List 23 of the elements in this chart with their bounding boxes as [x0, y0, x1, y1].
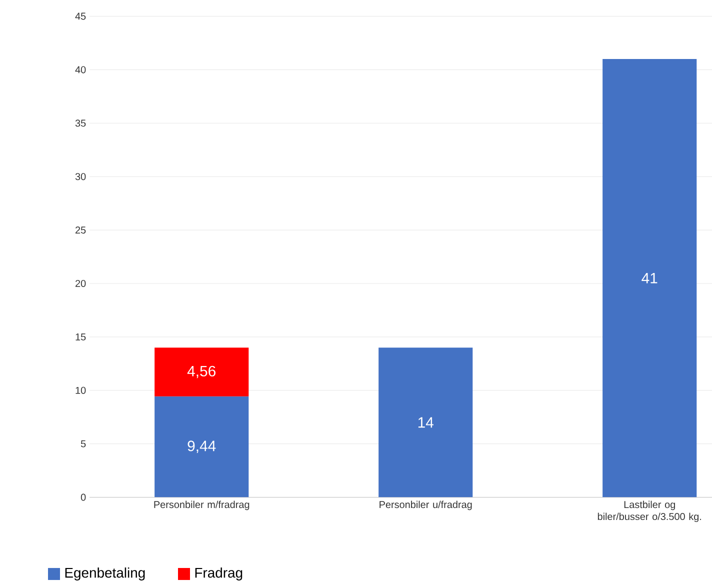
y-tick-label: 5 [80, 440, 86, 448]
y-tick-label: 35 [75, 120, 86, 127]
y-tick-label: 45 [75, 12, 86, 20]
bar [154, 348, 249, 396]
data-label: 41 [642, 273, 658, 284]
y-tick-label: 15 [76, 333, 86, 340]
y-tick-label: 40 [75, 66, 86, 74]
x-tick-label: Personbiler u/fradrag [380, 500, 472, 510]
x-tick-label: Personbiler m/fradrag [154, 500, 250, 510]
legend-label: Fradrag [195, 567, 242, 580]
bar [154, 396, 249, 498]
data-label: 9,44 [188, 440, 216, 453]
data-label: 14 [418, 417, 434, 428]
y-tick-label: 25 [76, 226, 86, 234]
y-tick-label: 0 [80, 494, 86, 501]
y-tick-label: 10 [76, 386, 86, 394]
legend-label: Egenbetaling [65, 567, 145, 580]
y-tick-label: 30 [75, 173, 86, 180]
bar [378, 348, 473, 498]
x-tick-label: Lastbiler og biler/busser o/3.500 kg. [598, 500, 702, 522]
bar [602, 59, 697, 498]
data-label: 4,56 [187, 366, 216, 378]
y-tick-label: 20 [76, 280, 86, 288]
